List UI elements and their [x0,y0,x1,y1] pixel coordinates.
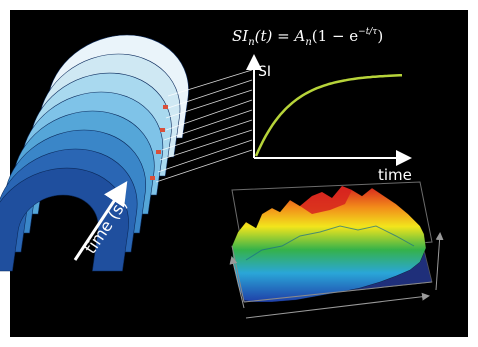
highlighted-pixels [150,105,168,180]
plot-x-label: time [378,166,412,184]
surface-mesh [231,185,427,303]
surface-z-arrow [435,232,444,291]
image-slice [0,167,129,272]
surface-front-edge [243,281,433,303]
surface-ridge-shading [245,225,415,261]
image-slice-stack [0,34,189,272]
recovery-curve [254,73,403,157]
signal-equation: SIn(t) = An(1 − e−t/τ) [232,27,383,48]
surface-x-arrow [245,292,430,319]
plot-y-label: SI [258,64,271,80]
pixel-connector-lines [155,69,253,183]
surface-peak [300,186,352,214]
recovery-curve-plot: SI time [246,54,412,184]
surface-side-edge [231,245,245,303]
surface-y-arrow [229,256,245,309]
surface-plot [229,181,444,319]
stack-time-arrow [73,180,128,261]
